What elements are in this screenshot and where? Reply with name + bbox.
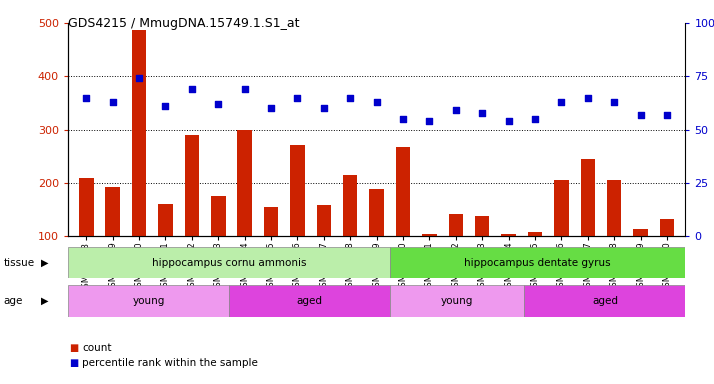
Bar bbox=[475, 217, 490, 236]
Point bbox=[186, 86, 198, 92]
Point bbox=[582, 94, 593, 101]
Text: ▶: ▶ bbox=[41, 258, 49, 268]
Bar bbox=[422, 234, 437, 236]
Bar bbox=[132, 30, 146, 236]
Bar bbox=[501, 234, 516, 236]
Text: ■: ■ bbox=[69, 358, 79, 368]
Bar bbox=[607, 180, 621, 236]
Point bbox=[292, 94, 303, 101]
Bar bbox=[68, 285, 229, 317]
Bar bbox=[390, 247, 685, 278]
Bar bbox=[580, 159, 595, 236]
Bar bbox=[390, 285, 524, 317]
Point bbox=[450, 108, 461, 114]
Bar bbox=[263, 207, 278, 236]
Text: ▶: ▶ bbox=[41, 296, 49, 306]
Bar bbox=[369, 189, 384, 236]
Text: hippocampus dentate gyrus: hippocampus dentate gyrus bbox=[464, 258, 611, 268]
Point bbox=[397, 116, 408, 122]
Point bbox=[213, 101, 224, 107]
Bar bbox=[229, 285, 390, 317]
Text: GDS4215 / MmugDNA.15749.1.S1_at: GDS4215 / MmugDNA.15749.1.S1_at bbox=[68, 17, 299, 30]
Point bbox=[423, 118, 435, 124]
Point bbox=[476, 109, 488, 116]
Bar bbox=[316, 205, 331, 236]
Bar bbox=[528, 232, 542, 236]
Bar bbox=[68, 247, 390, 278]
Bar bbox=[524, 285, 685, 317]
Bar bbox=[159, 204, 173, 236]
Point bbox=[134, 75, 145, 81]
Point bbox=[503, 118, 514, 124]
Point bbox=[107, 99, 119, 105]
Bar bbox=[343, 175, 358, 236]
Point bbox=[555, 99, 567, 105]
Point bbox=[266, 105, 277, 111]
Text: count: count bbox=[82, 343, 111, 353]
Point bbox=[160, 103, 171, 109]
Text: aged: aged bbox=[296, 296, 323, 306]
Bar bbox=[211, 196, 226, 236]
Text: percentile rank within the sample: percentile rank within the sample bbox=[82, 358, 258, 368]
Point bbox=[345, 94, 356, 101]
Bar bbox=[554, 180, 568, 236]
Bar bbox=[185, 136, 199, 236]
Bar bbox=[106, 187, 120, 236]
Bar bbox=[238, 129, 252, 236]
Bar bbox=[660, 219, 674, 236]
Bar bbox=[396, 147, 411, 236]
Point bbox=[635, 112, 646, 118]
Point bbox=[608, 99, 620, 105]
Text: age: age bbox=[4, 296, 23, 306]
Point bbox=[239, 86, 251, 92]
Point bbox=[371, 99, 383, 105]
Text: aged: aged bbox=[592, 296, 618, 306]
Point bbox=[318, 105, 330, 111]
Text: tissue: tissue bbox=[4, 258, 35, 268]
Point bbox=[81, 94, 92, 101]
Point bbox=[529, 116, 540, 122]
Bar bbox=[79, 177, 94, 236]
Bar bbox=[448, 214, 463, 236]
Text: ■: ■ bbox=[69, 343, 79, 353]
Text: hippocampus cornu ammonis: hippocampus cornu ammonis bbox=[151, 258, 306, 268]
Point bbox=[661, 112, 673, 118]
Bar bbox=[633, 229, 648, 236]
Bar bbox=[290, 144, 305, 236]
Text: young: young bbox=[441, 296, 473, 306]
Text: young: young bbox=[132, 296, 164, 306]
